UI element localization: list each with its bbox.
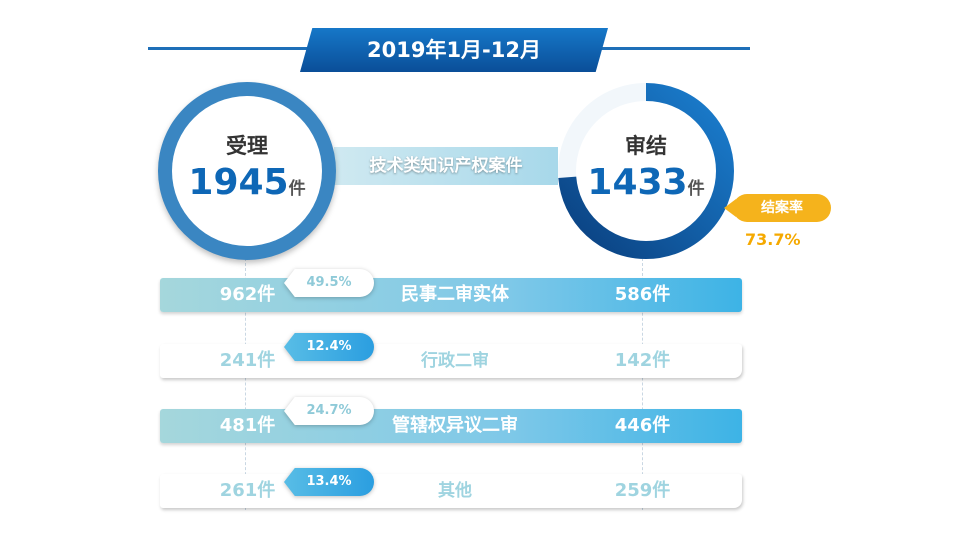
row-accepted: 241件 <box>219 350 276 371</box>
row-name: 管辖权异议二审 <box>392 415 518 436</box>
concluded-ring <box>558 83 734 259</box>
row-pct-tag: 24.7% <box>284 397 374 425</box>
concluded-value: 1433件 <box>571 162 721 203</box>
accepted-label: 受理 <box>226 134 268 158</box>
row-pct-tag: 12.4% <box>284 333 374 361</box>
category-band <box>334 147 558 185</box>
guide-right <box>642 258 643 510</box>
row-concluded: 142件 <box>614 350 671 371</box>
rate-label: 结案率 <box>761 200 803 216</box>
table-row: 261件 其他 259件 <box>160 474 742 508</box>
table-row: 481件 管辖权异议二审 446件 <box>160 409 742 443</box>
row-pct: 24.7% <box>284 397 374 425</box>
row-concluded: 586件 <box>614 284 671 305</box>
accepted-value: 1945件 <box>172 162 322 203</box>
row-concluded: 259件 <box>614 480 671 501</box>
row-pct-tag: 49.5% <box>284 269 374 297</box>
concluded-number: 1433 <box>587 162 688 203</box>
rate-value: 73.7% <box>745 230 801 249</box>
rate-tag <box>733 194 831 222</box>
accepted-unit: 件 <box>288 179 306 199</box>
category-label: 技术类知识产权案件 <box>369 156 523 176</box>
row-pct: 49.5% <box>284 269 374 297</box>
page-title: 2019年1月-12月 <box>367 38 541 62</box>
guide-left <box>245 258 246 510</box>
row-pct: 13.4% <box>284 468 374 496</box>
table-row: 241件 行政二审 142件 <box>160 344 742 378</box>
row-pct-tag: 13.4% <box>284 468 374 496</box>
row-name: 其他 <box>438 481 472 501</box>
row-name: 民事二审实体 <box>401 284 509 305</box>
title-banner <box>300 28 608 72</box>
concluded-label: 审结 <box>625 134 667 158</box>
ring-progress <box>558 83 734 259</box>
row-name: 行政二审 <box>421 351 489 371</box>
table-row: 962件 民事二审实体 586件 <box>160 278 742 312</box>
row-accepted: 261件 <box>219 480 276 501</box>
accepted-circle-inner <box>172 96 322 246</box>
row-accepted: 481件 <box>219 415 276 436</box>
row-pct: 12.4% <box>284 333 374 361</box>
row-concluded: 446件 <box>614 415 671 436</box>
row-accepted: 962件 <box>219 284 276 305</box>
concluded-unit: 件 <box>687 179 705 199</box>
accepted-number: 1945 <box>188 162 289 203</box>
